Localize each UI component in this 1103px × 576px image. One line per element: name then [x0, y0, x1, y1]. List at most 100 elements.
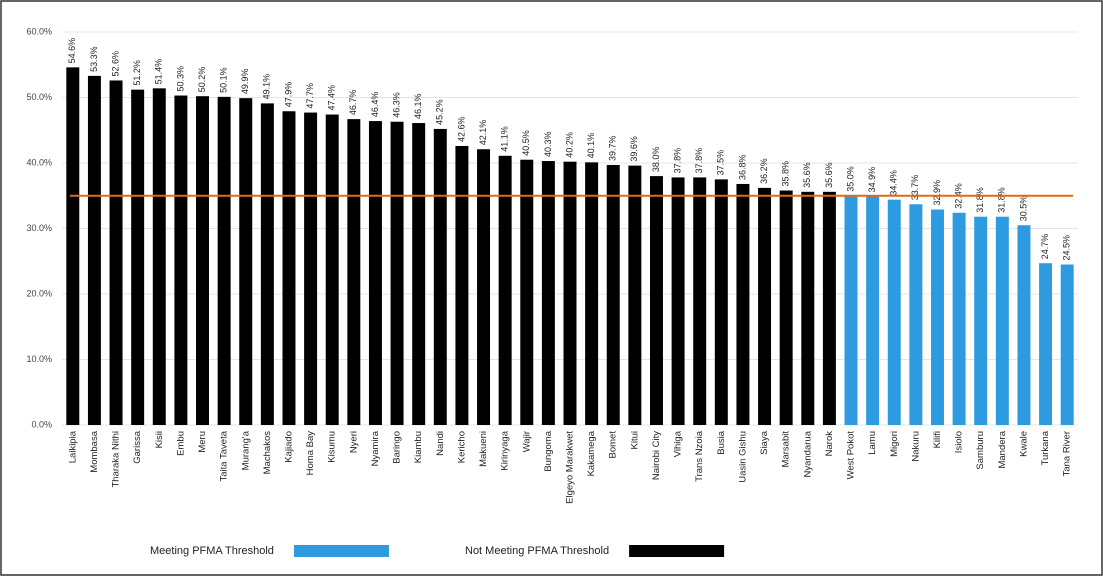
value-label: 30.5%	[1018, 196, 1028, 222]
value-label: 47.4%	[327, 85, 337, 111]
x-tick-label: Makueni	[478, 431, 489, 467]
value-label: 46.7%	[348, 90, 358, 116]
value-label: 50.3%	[175, 66, 185, 92]
y-tick-label: 60.0%	[26, 26, 52, 36]
x-tick-label: Mandera	[997, 430, 1008, 468]
x-tick-label: Kisumu	[327, 431, 338, 463]
legend-swatch	[293, 545, 389, 557]
value-label: 52.6%	[110, 51, 120, 77]
bar	[866, 196, 880, 425]
bar	[433, 128, 447, 425]
value-label: 50.2%	[197, 67, 207, 93]
x-tick-label: Turkana	[1040, 430, 1051, 465]
value-label: 49.1%	[262, 74, 272, 100]
value-label: 47.7%	[305, 83, 315, 109]
y-tick-label: 20.0%	[26, 288, 52, 298]
x-tick-label: Tharaka Nithi	[111, 431, 122, 488]
bar	[628, 165, 642, 425]
x-tick-label: Narok	[824, 431, 835, 457]
value-label: 54.6%	[67, 38, 77, 64]
legend-label: Not Meeting PFMA Threshold	[465, 545, 609, 557]
x-tick-label: Homa Bay	[305, 431, 316, 476]
x-tick-label: Kilifi	[932, 431, 943, 448]
x-tick-label: Nyamira	[370, 430, 381, 466]
x-tick-label: Migori	[889, 431, 900, 457]
value-label: 39.6%	[629, 136, 639, 162]
x-tick-label: Samburu	[975, 431, 986, 470]
bar	[1060, 264, 1074, 425]
x-tick-label: Kericho	[456, 431, 467, 463]
x-tick-label: Uasin Gishu	[737, 431, 748, 483]
x-tick-label: Isiolo	[954, 431, 965, 453]
value-label: 24.7%	[1040, 234, 1050, 260]
bar	[152, 88, 166, 425]
x-tick-label: Bungoma	[543, 430, 554, 471]
value-label: 51.2%	[132, 60, 142, 86]
value-label: 41.1%	[500, 126, 510, 152]
value-label: 37.5%	[716, 150, 726, 176]
bar	[196, 96, 209, 425]
bar	[909, 204, 923, 425]
bar	[563, 161, 577, 425]
x-tick-label: Taita Taveta	[219, 430, 230, 481]
x-tick-label: Nandi	[435, 431, 446, 456]
value-label: 34.9%	[867, 167, 877, 193]
value-label: 38.0%	[651, 147, 661, 173]
x-tick-label: Machakos	[262, 431, 273, 475]
x-tick-label: Bomet	[608, 431, 619, 459]
value-label: 35.6%	[824, 162, 834, 188]
value-label: 32.9%	[932, 180, 942, 206]
value-label: 40.3%	[543, 132, 553, 158]
value-label: 40.5%	[521, 130, 531, 156]
bar	[779, 190, 793, 425]
value-label: 35.6%	[802, 162, 812, 188]
y-tick-label: 10.0%	[26, 354, 52, 364]
bar	[887, 199, 901, 425]
x-tick-label: Nakuru	[910, 431, 921, 462]
x-tick-label: Nyandarua	[802, 430, 813, 477]
x-tick-label: Trans Nzoia	[694, 430, 705, 482]
bar	[693, 177, 707, 425]
x-tick-label: Mombasa	[89, 430, 100, 472]
value-label: 36.2%	[759, 158, 769, 184]
bar	[347, 119, 361, 426]
y-tick-label: 0.0%	[31, 419, 52, 429]
bar	[131, 89, 145, 425]
bar	[260, 103, 274, 426]
x-tick-label: Tana River	[1062, 431, 1073, 476]
x-tick-label: Wajir	[521, 431, 532, 452]
bar	[455, 145, 469, 425]
value-label: 46.1%	[413, 94, 423, 120]
bar	[671, 177, 685, 425]
bar	[649, 176, 663, 425]
bar	[736, 183, 750, 425]
x-tick-label: Elgeyo Marakwet	[565, 431, 576, 504]
x-tick-label: Embu	[175, 431, 186, 456]
x-tick-label: Kajiado	[283, 431, 294, 463]
value-label: 42.6%	[456, 116, 466, 142]
value-label: 36.8%	[737, 154, 747, 180]
value-label: 35.8%	[781, 161, 791, 187]
bar	[758, 187, 772, 425]
bar	[952, 212, 966, 425]
value-label: 37.8%	[694, 148, 704, 174]
bar	[66, 67, 80, 426]
value-label: 31.8%	[997, 187, 1007, 213]
bar	[541, 161, 555, 425]
x-tick-label: Kiambu	[413, 431, 424, 463]
value-label: 39.7%	[608, 135, 618, 161]
x-tick-label: Garissa	[132, 430, 143, 463]
bar	[844, 195, 858, 425]
bar	[498, 155, 512, 426]
bar	[282, 111, 296, 425]
x-tick-label: Kisii	[154, 431, 165, 448]
bar	[325, 114, 339, 425]
bar	[585, 162, 599, 425]
x-tick-label: Kakamega	[586, 430, 597, 476]
y-tick-label: 50.0%	[26, 92, 52, 102]
value-label: 33.7%	[910, 175, 920, 201]
bar	[714, 179, 728, 425]
bar	[801, 191, 815, 425]
x-tick-label: Meru	[197, 431, 208, 453]
